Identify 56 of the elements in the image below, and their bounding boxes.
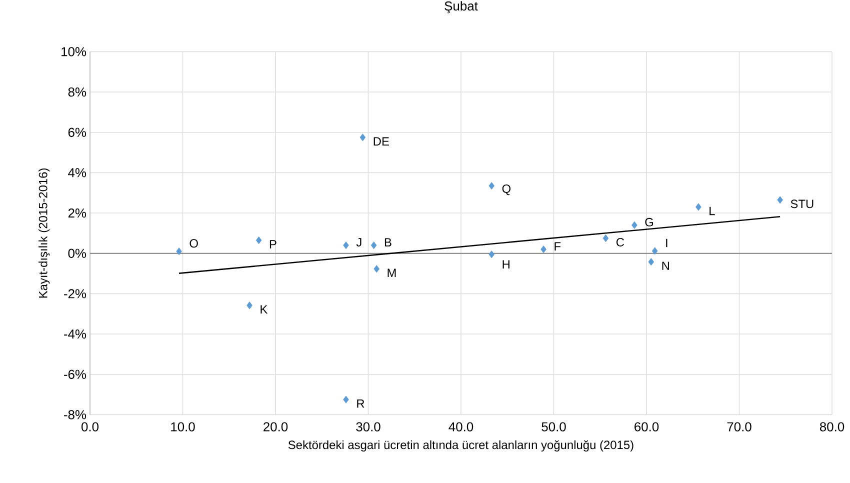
x-tick-label: 30.0	[356, 422, 380, 432]
x-tick-label: 0.0	[82, 422, 99, 432]
y-tick-label: 4%	[68, 168, 86, 178]
y-axis-title: Kayıt-dışılık (2015-2016)	[38, 168, 50, 298]
x-tick-label: 80.0	[820, 422, 844, 432]
data-label: H	[502, 260, 510, 268]
data-label: P	[270, 240, 276, 248]
point	[602, 234, 609, 242]
data-label: M	[388, 268, 396, 277]
data-label: I	[666, 238, 668, 248]
x-axis-title: Sektördeki asgari ücretin altında ücret alanların yoğunluğu (2015)	[288, 440, 634, 452]
data-label: DE	[374, 137, 389, 146]
data-label: C	[616, 238, 624, 246]
x-tick-label: 20.0	[264, 422, 288, 432]
point	[652, 247, 658, 255]
x-tick-label: 40.0	[448, 422, 474, 432]
y-tick-label: -8%	[64, 410, 86, 420]
y-tick-label: 10%	[62, 47, 86, 56]
y-tick-label: -2%	[64, 289, 86, 298]
point	[777, 196, 783, 204]
x-tick-label: 10.0	[171, 422, 195, 432]
x-tick-label: 50.0	[542, 422, 566, 432]
x-tick-label: 70.0	[727, 422, 752, 432]
x-tick-label: 60.0	[634, 422, 659, 432]
point	[370, 242, 377, 250]
y-tick-label: 0%	[68, 248, 86, 258]
point	[648, 258, 654, 266]
data-label: B	[384, 238, 392, 246]
point	[540, 246, 546, 254]
point	[632, 221, 638, 229]
data-label: O	[190, 239, 198, 248]
point	[360, 134, 366, 142]
data-label: Q	[502, 184, 510, 196]
y-tick-label: 2%	[68, 208, 86, 218]
point	[256, 236, 262, 244]
point	[488, 250, 494, 258]
data-label: G	[645, 218, 654, 226]
data-label: L	[710, 206, 715, 216]
point	[488, 182, 494, 190]
y-tick-label: -6%	[64, 370, 86, 379]
y-tick-label: -4%	[64, 330, 86, 339]
data-label: R	[357, 399, 364, 408]
point	[696, 203, 702, 211]
y-tick-label: 8%	[68, 87, 86, 97]
point	[176, 248, 182, 256]
point	[246, 302, 252, 310]
point	[343, 242, 349, 250]
data-label: STU	[790, 200, 814, 208]
data-label: N	[662, 262, 669, 270]
data-label: J	[356, 238, 362, 246]
data-label: K	[260, 305, 268, 314]
y-tick-label: 6%	[68, 128, 86, 137]
point	[374, 265, 380, 273]
point	[343, 396, 349, 404]
data-label: F	[554, 242, 561, 250]
chart-title: Şubat	[444, 1, 478, 14]
